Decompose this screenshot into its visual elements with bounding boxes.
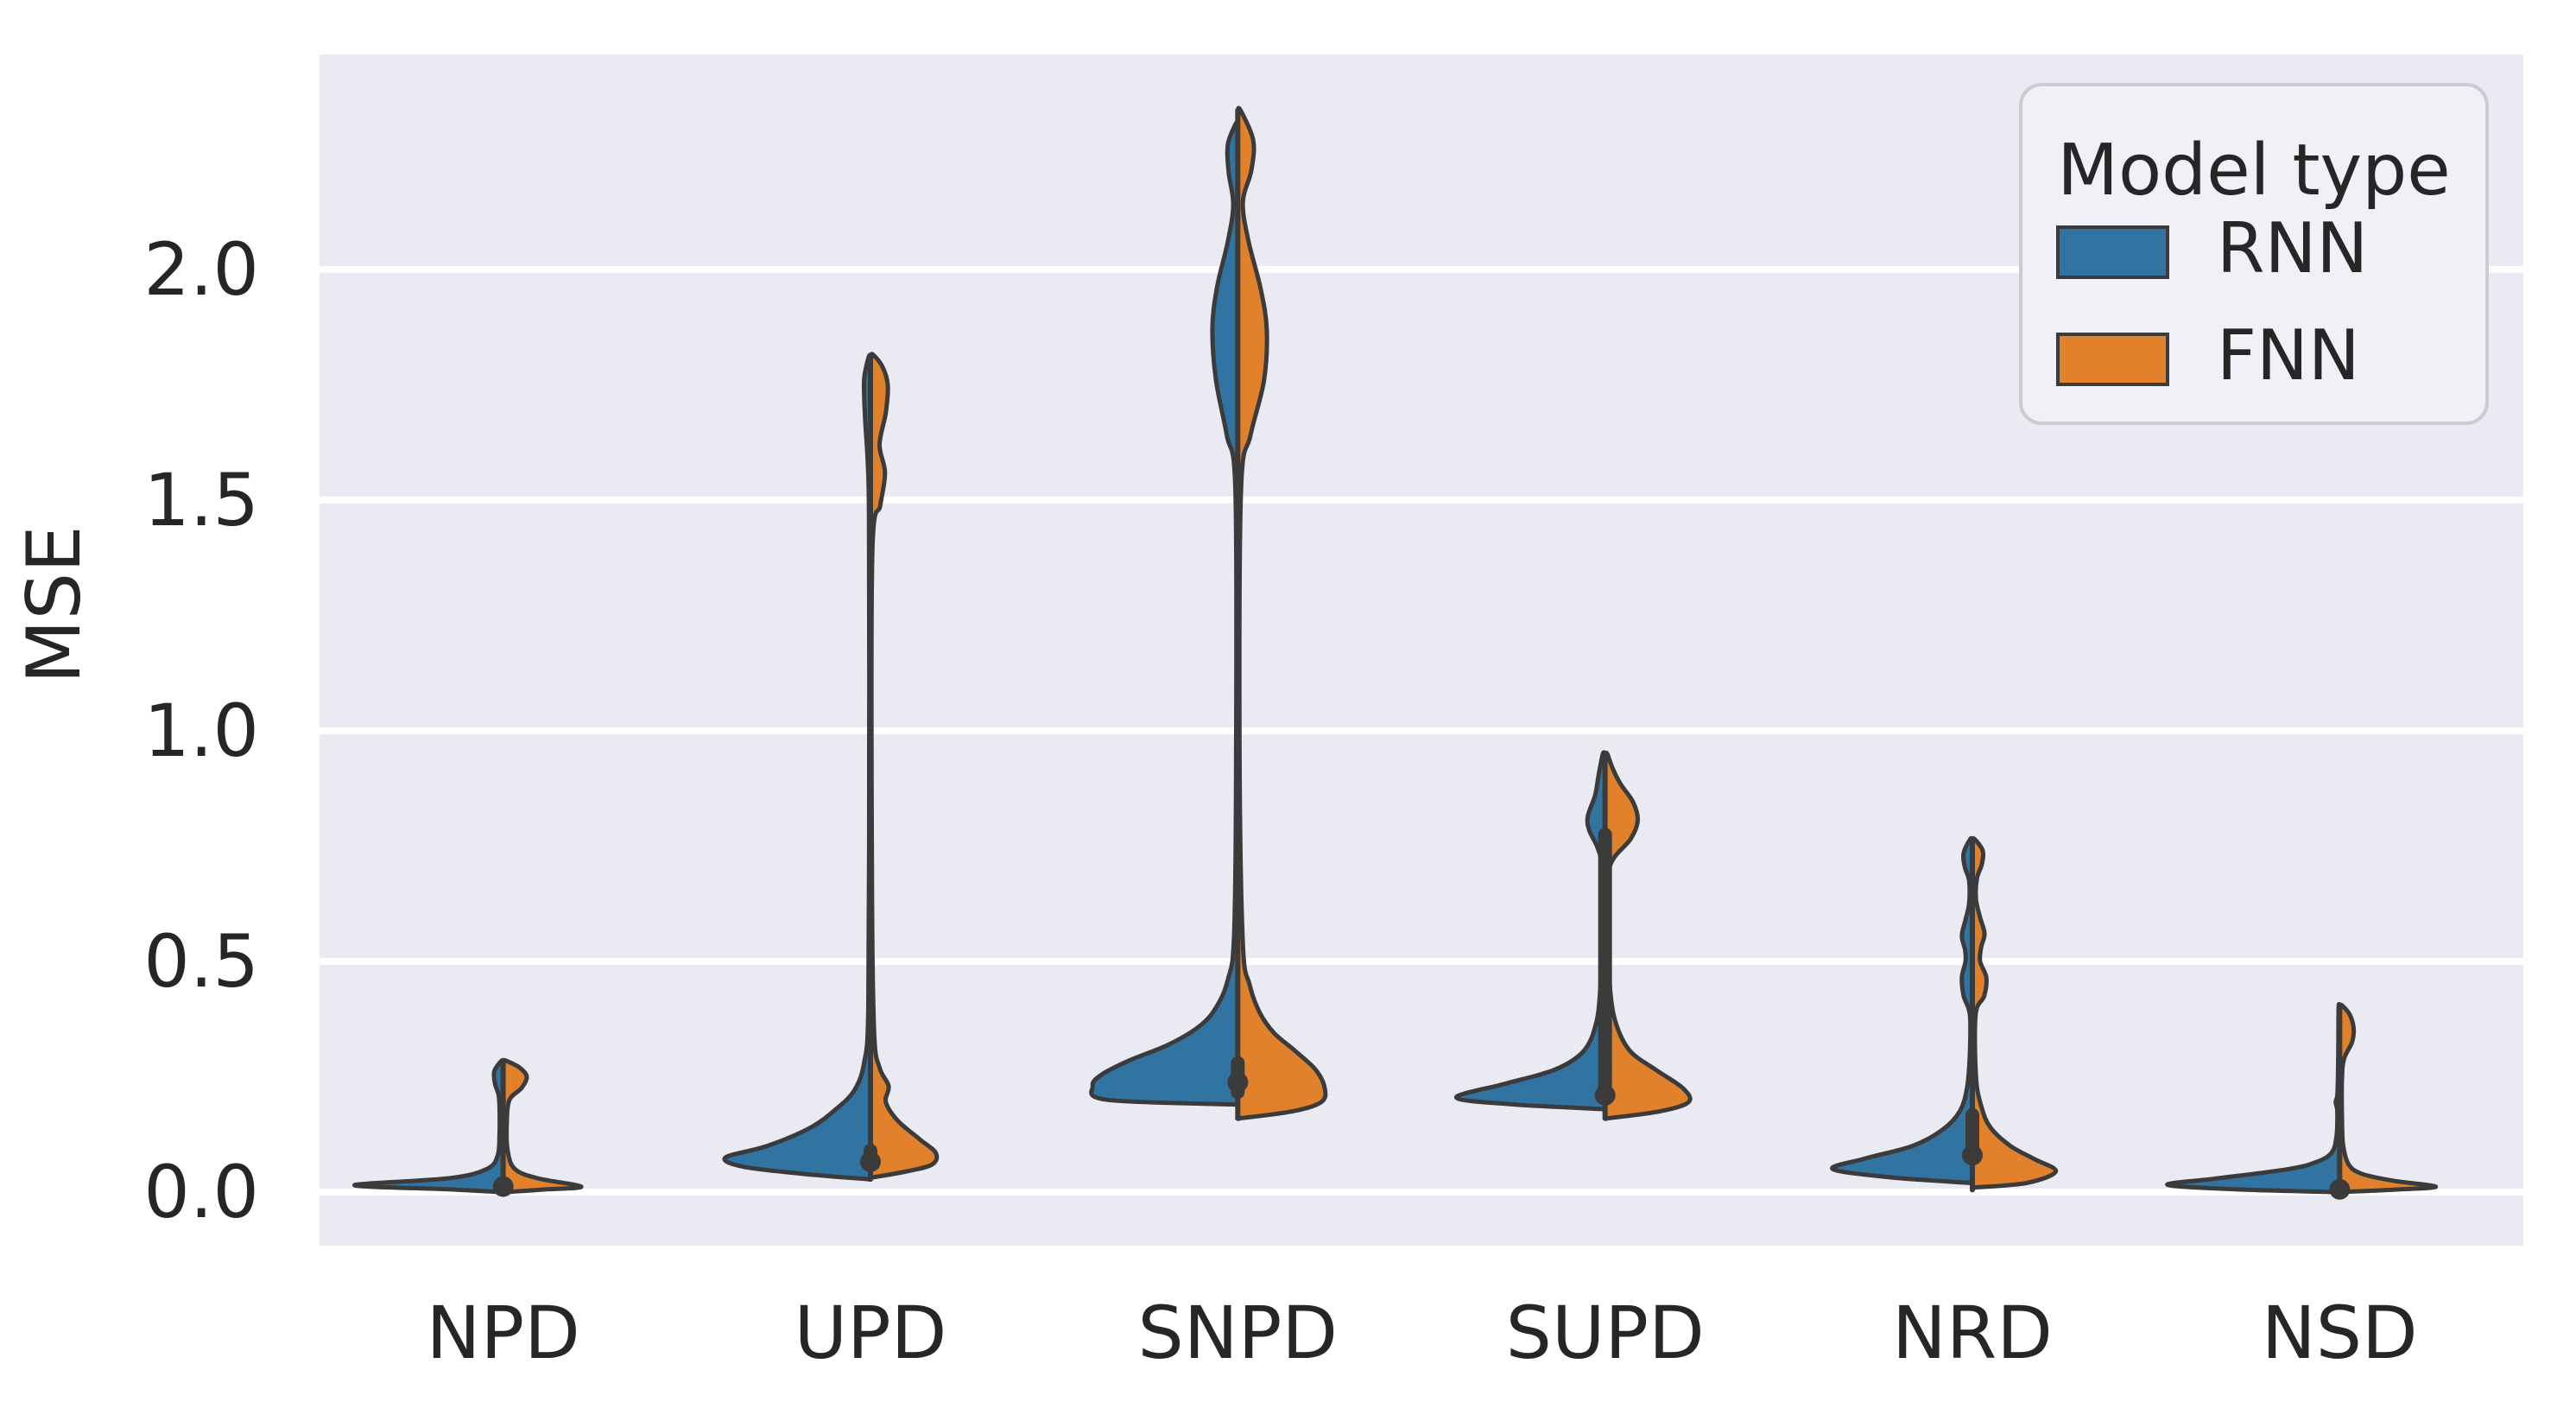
- violin-group-npd: [352, 1057, 584, 1197]
- median-dot-supd: [1594, 1084, 1616, 1106]
- y-tick-label-1.0: 1.0: [143, 688, 259, 773]
- median-dot-npd: [492, 1176, 514, 1197]
- legend-title: Model type: [2057, 130, 2450, 212]
- x-tick-label-nsd: NSD: [2262, 1291, 2418, 1375]
- x-axis-ticks: NPD UPD SNPD SUPD NRD NSD: [427, 1291, 2418, 1375]
- violin-group-snpd: [1089, 105, 1328, 1121]
- y-axis-ticks: 0.0 0.5 1.0 1.5 2.0: [143, 227, 259, 1234]
- median-dot-nrd: [1962, 1145, 1983, 1166]
- y-tick-label-1.5: 1.5: [143, 458, 259, 542]
- iqr-box-supd: [1598, 828, 1612, 1098]
- x-tick-label-snpd: SNPD: [1138, 1291, 1339, 1375]
- median-dot-upd: [860, 1151, 881, 1172]
- x-tick-label-npd: NPD: [427, 1291, 580, 1375]
- violin-nrd-rnn-left-half: [1830, 835, 1975, 1186]
- legend-swatch-fnn: [2056, 333, 2169, 386]
- legend-label-fnn: FNN: [2217, 315, 2360, 396]
- violin-nsd-fnn-right-half: [2337, 1002, 2439, 1195]
- violin-group-supd: [1453, 750, 1693, 1121]
- violin-group-nsd: [2165, 1001, 2439, 1200]
- y-tick-label-2.0: 2.0: [143, 227, 259, 312]
- median-dot-nsd: [2329, 1178, 2351, 1200]
- legend-label-rnn: RNN: [2217, 208, 2368, 289]
- y-tick-label-0.0: 0.0: [143, 1150, 259, 1234]
- violin-group-nrd: [1830, 835, 2059, 1193]
- x-tick-label-upd: UPD: [794, 1291, 947, 1375]
- y-tick-label-0.5: 0.5: [143, 919, 259, 1004]
- x-tick-label-supd: SUPD: [1506, 1291, 1705, 1375]
- violin-group-upd: [722, 352, 940, 1183]
- violin-npd-rnn-left-half: [352, 1057, 506, 1195]
- x-tick-label-nrd: NRD: [1892, 1291, 2053, 1375]
- y-axis-label: MSE: [11, 525, 98, 683]
- violin-npd-fnn-right-half: [501, 1057, 584, 1195]
- legend-swatch-rnn: [2056, 225, 2169, 279]
- median-dot-snpd: [1227, 1071, 1249, 1093]
- violin-upd-rnn-left-half: [722, 352, 873, 1183]
